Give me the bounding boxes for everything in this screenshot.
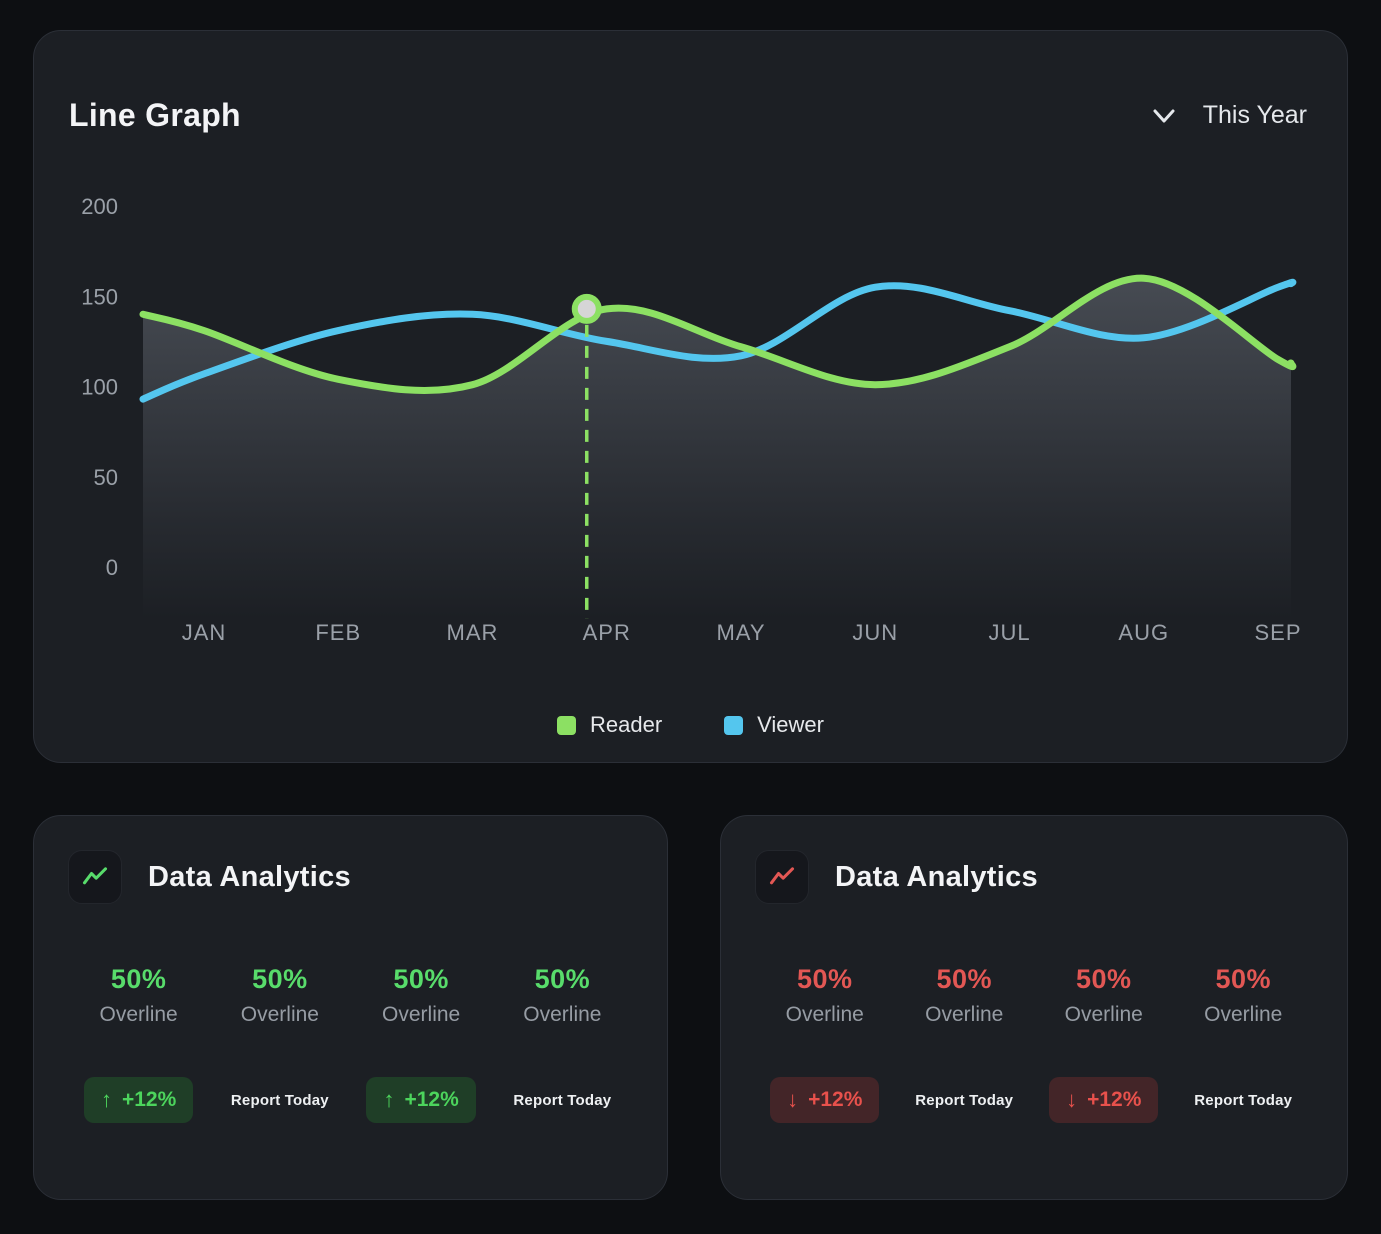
legend-item-viewer[interactable]: Viewer bbox=[724, 712, 824, 738]
reader-swatch-icon bbox=[556, 715, 576, 735]
svg-text:AUG: AUG bbox=[1118, 620, 1169, 645]
report-today-label: Report Today bbox=[915, 1091, 1014, 1109]
change-badge: ↑ +12% bbox=[366, 1077, 476, 1123]
svg-text:50: 50 bbox=[94, 465, 118, 490]
change-badge: ↓ +12% bbox=[770, 1077, 880, 1123]
stat-item: 50% Overline bbox=[1064, 964, 1143, 1026]
footer-row: ↓ +12% Report Today ↓ +12% Report Today bbox=[755, 1077, 1313, 1123]
card-title: Data Analytics bbox=[835, 860, 1038, 893]
period-selector[interactable]: This Year bbox=[1151, 101, 1307, 130]
svg-text:150: 150 bbox=[81, 284, 118, 309]
analytics-header: Data Analytics bbox=[755, 850, 1313, 904]
svg-text:MAR: MAR bbox=[447, 620, 499, 645]
svg-text:MAY: MAY bbox=[716, 620, 765, 645]
stat-item: 50% Overline bbox=[1204, 964, 1283, 1026]
stat-item: 50% Overline bbox=[99, 964, 178, 1026]
svg-text:0: 0 bbox=[106, 555, 118, 580]
stats-row: 50% Overline 50% Overline 50% Overline 5… bbox=[755, 964, 1313, 1027]
svg-text:JUN: JUN bbox=[852, 620, 898, 645]
line-chart: 200 150 100 50 0 JAN FEB MAR APR MAY JUN JUL AUG SEP bbox=[81, 194, 1301, 645]
card-title: Data Analytics bbox=[148, 860, 351, 893]
change-badge: ↑ +12% bbox=[83, 1077, 194, 1123]
chart-legend: Reader Viewer bbox=[34, 712, 1347, 738]
svg-text:SEP: SEP bbox=[1254, 620, 1301, 645]
arrow-up-icon: ↑ bbox=[383, 1087, 395, 1112]
svg-text:JUL: JUL bbox=[988, 620, 1030, 645]
arrow-down-icon: ↓ bbox=[787, 1087, 799, 1112]
change-badge: ↓ +12% bbox=[1049, 1077, 1159, 1123]
period-selector-label: This Year bbox=[1202, 101, 1307, 129]
svg-text:JAN: JAN bbox=[182, 620, 227, 645]
svg-text:100: 100 bbox=[81, 375, 118, 400]
report-today-label: Report Today bbox=[1194, 1091, 1293, 1109]
trend-down-chart-icon bbox=[755, 850, 809, 904]
page-title: Line Graph bbox=[69, 97, 241, 133]
legend-item-reader[interactable]: Reader bbox=[556, 712, 662, 738]
arrow-up-icon: ↑ bbox=[100, 1087, 112, 1112]
line-graph-header: Line Graph This Year bbox=[34, 31, 1347, 134]
svg-text:FEB: FEB bbox=[315, 620, 361, 645]
chevron-down-icon bbox=[1153, 109, 1175, 122]
svg-text:200: 200 bbox=[81, 194, 118, 219]
footer-row: ↑ +12% Report Today ↑ +12% Report Today bbox=[68, 1077, 633, 1123]
stat-item: 50% Overline bbox=[523, 964, 602, 1026]
trend-up-chart-icon bbox=[68, 850, 122, 904]
arrow-down-icon: ↓ bbox=[1066, 1087, 1078, 1112]
stats-row: 50% Overline 50% Overline 50% Overline 5… bbox=[68, 964, 633, 1027]
stat-item: 50% Overline bbox=[382, 964, 461, 1026]
svg-text:APR: APR bbox=[583, 620, 631, 645]
analytics-header: Data Analytics bbox=[68, 850, 633, 904]
analytics-card-negative: Data Analytics 50% Overline 50% Overline… bbox=[720, 815, 1348, 1200]
stat-item: 50% Overline bbox=[925, 964, 1004, 1026]
viewer-swatch-icon bbox=[724, 715, 744, 735]
line-graph-card: Line Graph This Year 200 150 100 50 0 JAN FEB M… bbox=[33, 30, 1348, 763]
highlighted-data-point[interactable] bbox=[571, 293, 602, 324]
report-today-label: Report Today bbox=[230, 1091, 329, 1109]
stat-item: 50% Overline bbox=[240, 964, 319, 1026]
stat-item: 50% Overline bbox=[785, 964, 864, 1026]
report-today-label: Report Today bbox=[513, 1091, 612, 1109]
analytics-card-positive: Data Analytics 50% Overline 50% Overline… bbox=[33, 815, 668, 1200]
